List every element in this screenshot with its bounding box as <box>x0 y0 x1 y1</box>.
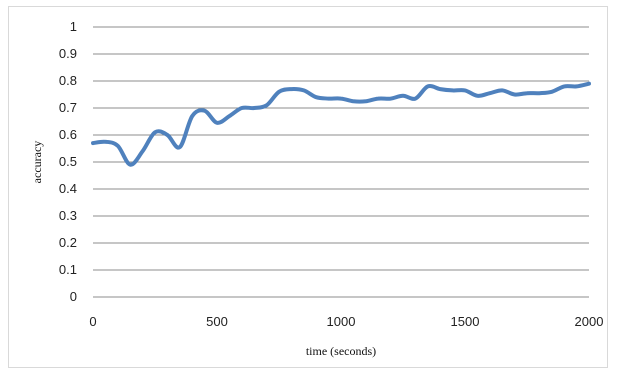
data-point <box>538 92 541 94</box>
data-point <box>179 146 181 148</box>
data-point <box>117 145 119 147</box>
data-point <box>526 92 528 94</box>
data-point <box>402 95 404 97</box>
data-point <box>451 89 454 92</box>
data-point <box>191 115 193 117</box>
accuracy-line <box>91 81 591 167</box>
data-point <box>340 97 342 100</box>
data-point <box>303 89 305 92</box>
y-tick-label: 0.5 <box>59 154 77 169</box>
y-tick-labels: 0 0.1 0.2 0.3 0.4 0.5 0.6 0.7 0.8 0.9 1 <box>59 19 77 304</box>
y-tick-label: 0.8 <box>59 73 77 88</box>
data-point <box>327 97 330 100</box>
y-tick-label: 0.2 <box>59 235 77 250</box>
y-tick-label: 0 <box>70 289 77 304</box>
x-tick-label: 1000 <box>327 314 356 329</box>
y-tick-label: 1 <box>70 19 77 34</box>
y-tick-label: 0.7 <box>59 100 77 115</box>
x-tick-label: 0 <box>89 314 96 329</box>
y-tick-label: 0.3 <box>59 208 77 223</box>
data-point <box>216 122 218 124</box>
data-point <box>464 89 466 92</box>
data-point <box>476 95 479 97</box>
data-point <box>575 85 578 88</box>
y-tick-label: 0.9 <box>59 46 77 61</box>
data-point <box>166 134 169 136</box>
data-point <box>427 85 429 88</box>
data-point <box>141 150 144 152</box>
y-axis-title: accuracy <box>30 141 44 184</box>
data-point <box>92 142 94 144</box>
data-point <box>241 107 243 109</box>
data-point <box>414 97 417 100</box>
x-tick-label: 500 <box>206 314 228 329</box>
y-tick-label: 0.1 <box>59 262 77 277</box>
data-point <box>489 92 491 94</box>
x-tick-labels: 0 500 1000 1500 2000 <box>89 314 603 329</box>
data-point <box>278 91 280 93</box>
data-point <box>377 97 380 100</box>
data-point <box>315 96 318 98</box>
data-point <box>563 85 565 88</box>
data-point <box>265 104 268 107</box>
data-point <box>389 97 392 100</box>
data-point <box>154 131 156 134</box>
data-point <box>439 88 442 90</box>
data-point <box>551 91 553 93</box>
gridlines <box>93 26 589 298</box>
data-point <box>513 93 516 96</box>
series-layer <box>91 81 591 167</box>
data-point <box>365 100 367 103</box>
x-tick-label: 2000 <box>575 314 604 329</box>
chart-frame <box>8 6 608 368</box>
data-point <box>129 163 131 166</box>
data-point <box>290 88 293 90</box>
x-tick-label: 1500 <box>451 314 480 329</box>
data-point <box>203 109 206 112</box>
data-point <box>352 100 355 103</box>
x-axis-title: time (seconds) <box>306 344 376 358</box>
data-point <box>104 141 107 143</box>
data-point <box>253 107 255 109</box>
data-point <box>588 82 590 85</box>
y-tick-label: 0.4 <box>59 181 77 196</box>
y-tick-label: 0.6 <box>59 127 77 142</box>
data-point <box>501 89 504 92</box>
data-point <box>228 115 231 117</box>
